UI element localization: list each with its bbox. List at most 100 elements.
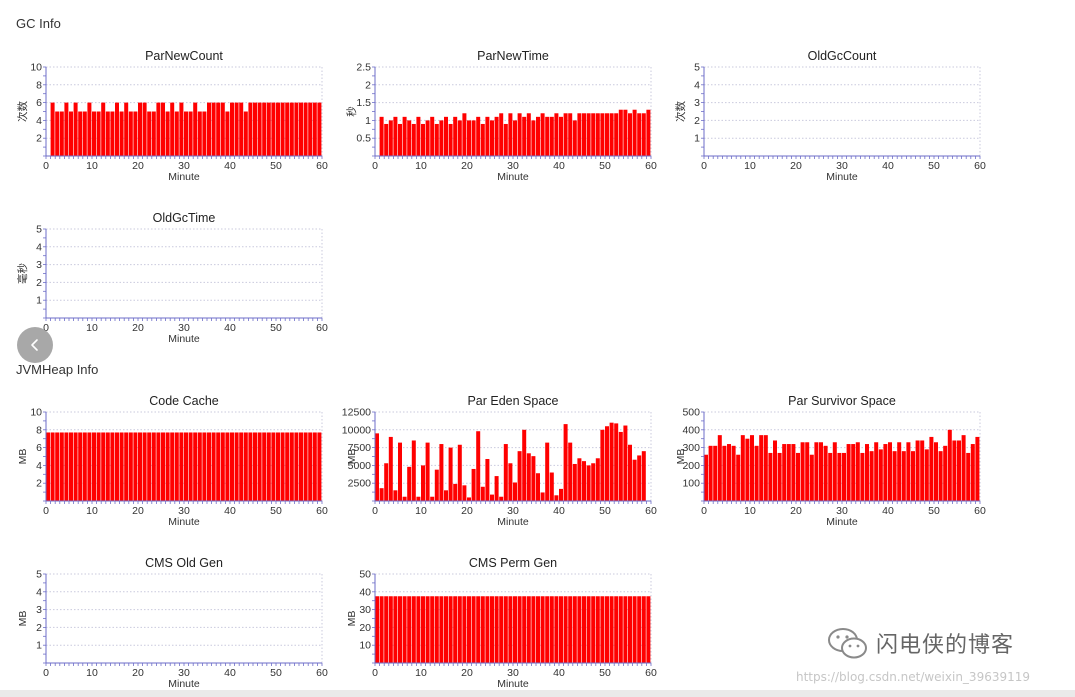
x-tick-label: 60 [974, 160, 986, 172]
bar [179, 432, 184, 501]
y-tick-label: 500 [682, 407, 700, 419]
wechat-icon [828, 628, 867, 659]
bar [938, 451, 943, 501]
bar [586, 113, 591, 156]
bar [517, 596, 522, 663]
bar [467, 497, 471, 501]
bar [600, 596, 605, 663]
bar [165, 432, 170, 501]
y-tick-label: 10 [30, 62, 42, 74]
chart-title: Par Eden Space [467, 394, 558, 408]
y-tick-label: 20 [359, 622, 371, 634]
bar [262, 102, 267, 156]
bar [257, 102, 262, 156]
x-tick-label: 20 [132, 160, 144, 172]
bar [59, 432, 64, 501]
x-tick-label: 0 [43, 505, 49, 517]
bar [64, 432, 69, 501]
y-tick-label: 5000 [348, 460, 372, 472]
y-tick-label: 4 [36, 115, 42, 127]
x-tick-label: 0 [43, 160, 49, 172]
bar [402, 596, 407, 663]
bar [568, 442, 573, 501]
bar [499, 596, 504, 663]
bar [595, 596, 600, 663]
bar [193, 432, 198, 501]
y-tick-label: 5 [36, 224, 42, 236]
bar [202, 432, 207, 501]
bar [832, 442, 837, 501]
bar [888, 442, 892, 501]
bar [929, 436, 934, 501]
bar [379, 488, 384, 501]
bar [388, 596, 393, 663]
bar [577, 596, 582, 663]
x-tick-label: 50 [928, 505, 940, 517]
bar [303, 432, 308, 501]
y-tick-label: 200 [682, 460, 700, 472]
carousel-prev-button[interactable] [17, 327, 53, 363]
bar [147, 432, 152, 501]
bar [402, 116, 407, 156]
x-tick-label: 10 [86, 160, 98, 172]
bar [416, 116, 421, 156]
bar [480, 596, 485, 663]
x-tick-label: 40 [224, 667, 236, 679]
bar [170, 432, 175, 501]
x-tick-label: 20 [790, 505, 802, 517]
chart-pareden: Par Eden Space 2500 5000 7500 10000 12500 0 10 2… [342, 391, 657, 528]
chart-codecache: Code Cache 2 4 6 8 10 0 10 20 30 40 50 60 Minute MB [16, 391, 328, 528]
bar [591, 113, 596, 156]
bar [142, 432, 147, 501]
y-tick-label: 4 [36, 460, 42, 472]
bar [73, 432, 78, 501]
bar [128, 111, 133, 156]
bar [586, 465, 591, 501]
bar [842, 452, 846, 501]
x-tick-label: 30 [507, 667, 519, 679]
bar [605, 426, 609, 501]
y-tick-label: 3 [694, 97, 700, 109]
chart-parsurvivor: Par Survivor Space 100 200 300 400 500 0 10 20 30… [674, 391, 986, 528]
bar [740, 435, 745, 501]
bar [462, 113, 467, 156]
bar [609, 422, 614, 501]
y-tick-label: 8 [36, 79, 42, 91]
bar [317, 432, 322, 501]
bar [462, 485, 467, 501]
chart-parnewtime: ParNewTime 0.5 1 1.5 2 2.5 0 10 20 30 40 50 60 Minute… [345, 46, 657, 183]
bar [513, 482, 517, 501]
bar [211, 102, 216, 156]
bar [174, 111, 179, 156]
bar [312, 102, 317, 156]
bar [312, 432, 317, 501]
bar [851, 444, 856, 501]
bar [531, 596, 536, 663]
bar [957, 440, 961, 501]
bar [536, 116, 540, 156]
bar [202, 111, 207, 156]
bar [563, 596, 568, 663]
bar [234, 102, 239, 156]
bar [727, 444, 731, 501]
y-axis-label: 毫秒 [16, 263, 29, 284]
bar [411, 440, 416, 501]
bar [184, 111, 188, 156]
bar [285, 102, 290, 156]
y-tick-label: 2 [365, 79, 371, 91]
y-tick-label: 2 [36, 622, 42, 634]
bar [248, 102, 253, 156]
bar [138, 102, 142, 156]
bar [289, 432, 294, 501]
bar [554, 596, 559, 663]
bar [188, 111, 193, 156]
x-tick-label: 0 [701, 160, 707, 172]
bar [508, 463, 513, 501]
bar [234, 432, 239, 501]
bar [883, 444, 888, 501]
y-tick-label: 30 [359, 604, 371, 616]
bar [924, 449, 929, 501]
x-tick-label: 50 [599, 667, 611, 679]
x-tick-label: 20 [132, 505, 144, 517]
bar [434, 469, 439, 501]
